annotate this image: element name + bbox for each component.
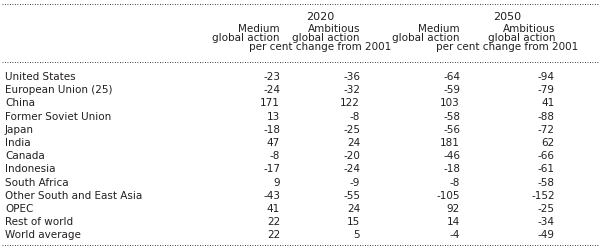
Text: -24: -24 <box>343 164 360 174</box>
Text: United States: United States <box>5 72 76 82</box>
Text: -61: -61 <box>538 164 555 174</box>
Text: -88: -88 <box>538 112 555 122</box>
Text: -56: -56 <box>443 125 460 135</box>
Text: 2020: 2020 <box>306 12 334 22</box>
Text: -23: -23 <box>263 72 280 82</box>
Text: -18: -18 <box>263 125 280 135</box>
Text: 14: 14 <box>447 217 460 227</box>
Text: -20: -20 <box>343 151 360 161</box>
Text: 2050: 2050 <box>493 12 521 22</box>
Text: -59: -59 <box>443 85 460 95</box>
Text: global action: global action <box>212 33 280 43</box>
Text: -18: -18 <box>443 164 460 174</box>
Text: -8: -8 <box>449 178 460 188</box>
Text: -43: -43 <box>263 191 280 201</box>
Text: -32: -32 <box>343 85 360 95</box>
Text: -94: -94 <box>538 72 555 82</box>
Text: 62: 62 <box>542 138 555 148</box>
Text: per cent change from 2001: per cent change from 2001 <box>249 42 391 52</box>
Text: -25: -25 <box>343 125 360 135</box>
Text: 9: 9 <box>274 178 280 188</box>
Text: Medium: Medium <box>418 24 460 34</box>
Text: -9: -9 <box>350 178 360 188</box>
Text: Canada: Canada <box>5 151 45 161</box>
Text: -36: -36 <box>343 72 360 82</box>
Text: 103: 103 <box>440 98 460 108</box>
Text: -58: -58 <box>538 178 555 188</box>
Text: -64: -64 <box>443 72 460 82</box>
Text: -105: -105 <box>437 191 460 201</box>
Text: South Africa: South Africa <box>5 178 68 188</box>
Text: per cent change from 2001: per cent change from 2001 <box>436 42 578 52</box>
Text: 181: 181 <box>440 138 460 148</box>
Text: -8: -8 <box>269 151 280 161</box>
Text: Rest of world: Rest of world <box>5 217 73 227</box>
Text: World average: World average <box>5 231 81 240</box>
Text: -72: -72 <box>538 125 555 135</box>
Text: 22: 22 <box>267 217 280 227</box>
Text: 47: 47 <box>267 138 280 148</box>
Text: -66: -66 <box>538 151 555 161</box>
Text: -152: -152 <box>532 191 555 201</box>
Text: -34: -34 <box>538 217 555 227</box>
Text: global action: global action <box>293 33 360 43</box>
Text: Japan: Japan <box>5 125 34 135</box>
Text: OPEC: OPEC <box>5 204 34 214</box>
Text: -4: -4 <box>449 231 460 240</box>
Text: -8: -8 <box>350 112 360 122</box>
Text: 13: 13 <box>267 112 280 122</box>
Text: 41: 41 <box>542 98 555 108</box>
Text: -17: -17 <box>263 164 280 174</box>
Text: -25: -25 <box>538 204 555 214</box>
Text: 171: 171 <box>260 98 280 108</box>
Text: -49: -49 <box>538 231 555 240</box>
Text: global action: global action <box>487 33 555 43</box>
Text: Medium: Medium <box>238 24 280 34</box>
Text: 15: 15 <box>347 217 360 227</box>
Text: 92: 92 <box>447 204 460 214</box>
Text: 24: 24 <box>347 204 360 214</box>
Text: -55: -55 <box>343 191 360 201</box>
Text: -79: -79 <box>538 85 555 95</box>
Text: -24: -24 <box>263 85 280 95</box>
Text: 5: 5 <box>353 231 360 240</box>
Text: Ambitious: Ambitious <box>308 24 360 34</box>
Text: -58: -58 <box>443 112 460 122</box>
Text: China: China <box>5 98 35 108</box>
Text: 122: 122 <box>340 98 360 108</box>
Text: 22: 22 <box>267 231 280 240</box>
Text: -46: -46 <box>443 151 460 161</box>
Text: Ambitious: Ambitious <box>503 24 555 34</box>
Text: 41: 41 <box>267 204 280 214</box>
Text: 24: 24 <box>347 138 360 148</box>
Text: global action: global action <box>392 33 460 43</box>
Text: Indonesia: Indonesia <box>5 164 56 174</box>
Text: European Union (25): European Union (25) <box>5 85 113 95</box>
Text: Former Soviet Union: Former Soviet Union <box>5 112 111 122</box>
Text: India: India <box>5 138 31 148</box>
Text: Other South and East Asia: Other South and East Asia <box>5 191 142 201</box>
